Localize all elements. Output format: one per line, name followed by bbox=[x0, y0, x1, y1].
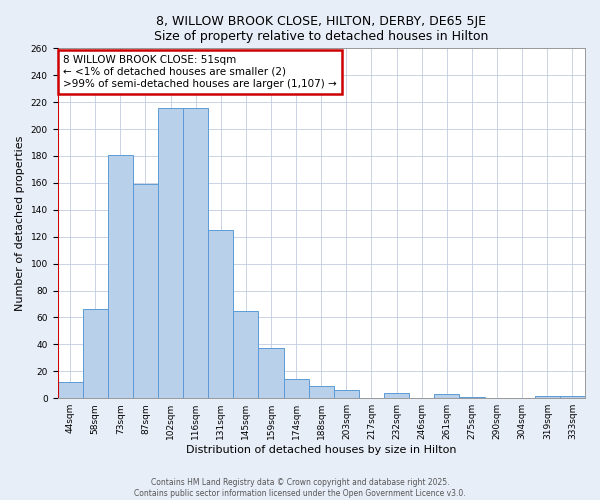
Bar bbox=[108, 154, 133, 398]
Title: 8, WILLOW BROOK CLOSE, HILTON, DERBY, DE65 5JE
Size of property relative to deta: 8, WILLOW BROOK CLOSE, HILTON, DERBY, DE… bbox=[154, 15, 488, 43]
Bar bbox=[58, 382, 83, 398]
Bar bbox=[259, 348, 284, 398]
Bar bbox=[183, 108, 208, 398]
Bar bbox=[133, 184, 158, 398]
Text: 8 WILLOW BROOK CLOSE: 51sqm
← <1% of detached houses are smaller (2)
>99% of sem: 8 WILLOW BROOK CLOSE: 51sqm ← <1% of det… bbox=[63, 56, 337, 88]
Bar bbox=[208, 230, 233, 398]
Bar bbox=[434, 394, 460, 398]
Bar bbox=[83, 310, 108, 398]
Bar bbox=[309, 386, 334, 398]
Bar bbox=[535, 396, 560, 398]
Bar bbox=[158, 108, 183, 398]
Bar bbox=[384, 393, 409, 398]
Bar bbox=[233, 310, 259, 398]
Bar bbox=[284, 380, 309, 398]
Bar bbox=[460, 397, 485, 398]
Bar bbox=[560, 396, 585, 398]
Bar bbox=[334, 390, 359, 398]
Y-axis label: Number of detached properties: Number of detached properties bbox=[15, 136, 25, 311]
Text: Contains HM Land Registry data © Crown copyright and database right 2025.
Contai: Contains HM Land Registry data © Crown c… bbox=[134, 478, 466, 498]
X-axis label: Distribution of detached houses by size in Hilton: Distribution of detached houses by size … bbox=[186, 445, 457, 455]
